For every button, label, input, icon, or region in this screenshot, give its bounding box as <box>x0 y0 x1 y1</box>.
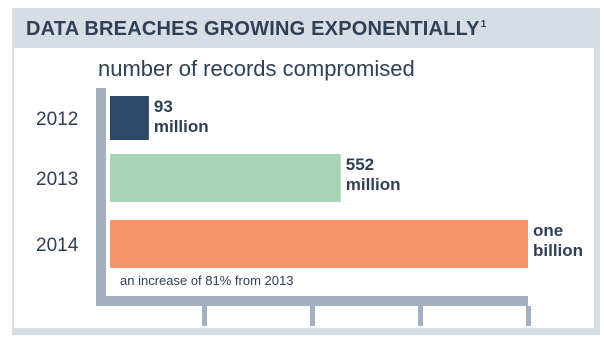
annotation-label: an increase of 81% from 2013 <box>120 273 293 288</box>
data-label: one <box>533 221 563 240</box>
data-label: million <box>346 175 401 194</box>
chart-subtitle: number of records compromised <box>98 56 415 81</box>
chart-panel: number of records compromised 2012 93 mill… <box>14 48 594 328</box>
footnote-mark: 1 <box>480 19 487 31</box>
x-axis-line <box>96 296 528 306</box>
category-label: 2012 <box>36 109 78 130</box>
y-axis-line <box>96 88 106 306</box>
x-axis-tick <box>310 306 315 326</box>
data-label: billion <box>533 241 583 260</box>
x-axis-tick <box>418 306 423 326</box>
bar-2014 <box>110 220 528 268</box>
chart-frame: DATA BREACHES GROWING EXPONENTIALLY1 num… <box>12 8 600 335</box>
category-label: 2013 <box>36 169 78 190</box>
chart-title-text: DATA BREACHES GROWING EXPONENTIALLY <box>26 18 480 40</box>
data-label: 552 <box>346 155 374 174</box>
bar-chart: 201293million2013552million2014onebillio… <box>36 88 583 326</box>
x-axis-tick <box>202 306 207 326</box>
bar-2012 <box>110 96 149 140</box>
data-label: 93 <box>154 97 173 116</box>
data-label: million <box>154 117 209 136</box>
bar-2013 <box>110 154 341 202</box>
category-label: 2014 <box>36 235 79 256</box>
x-axis-tick <box>526 306 531 326</box>
chart-title: DATA BREACHES GROWING EXPONENTIALLY1 <box>26 18 486 41</box>
